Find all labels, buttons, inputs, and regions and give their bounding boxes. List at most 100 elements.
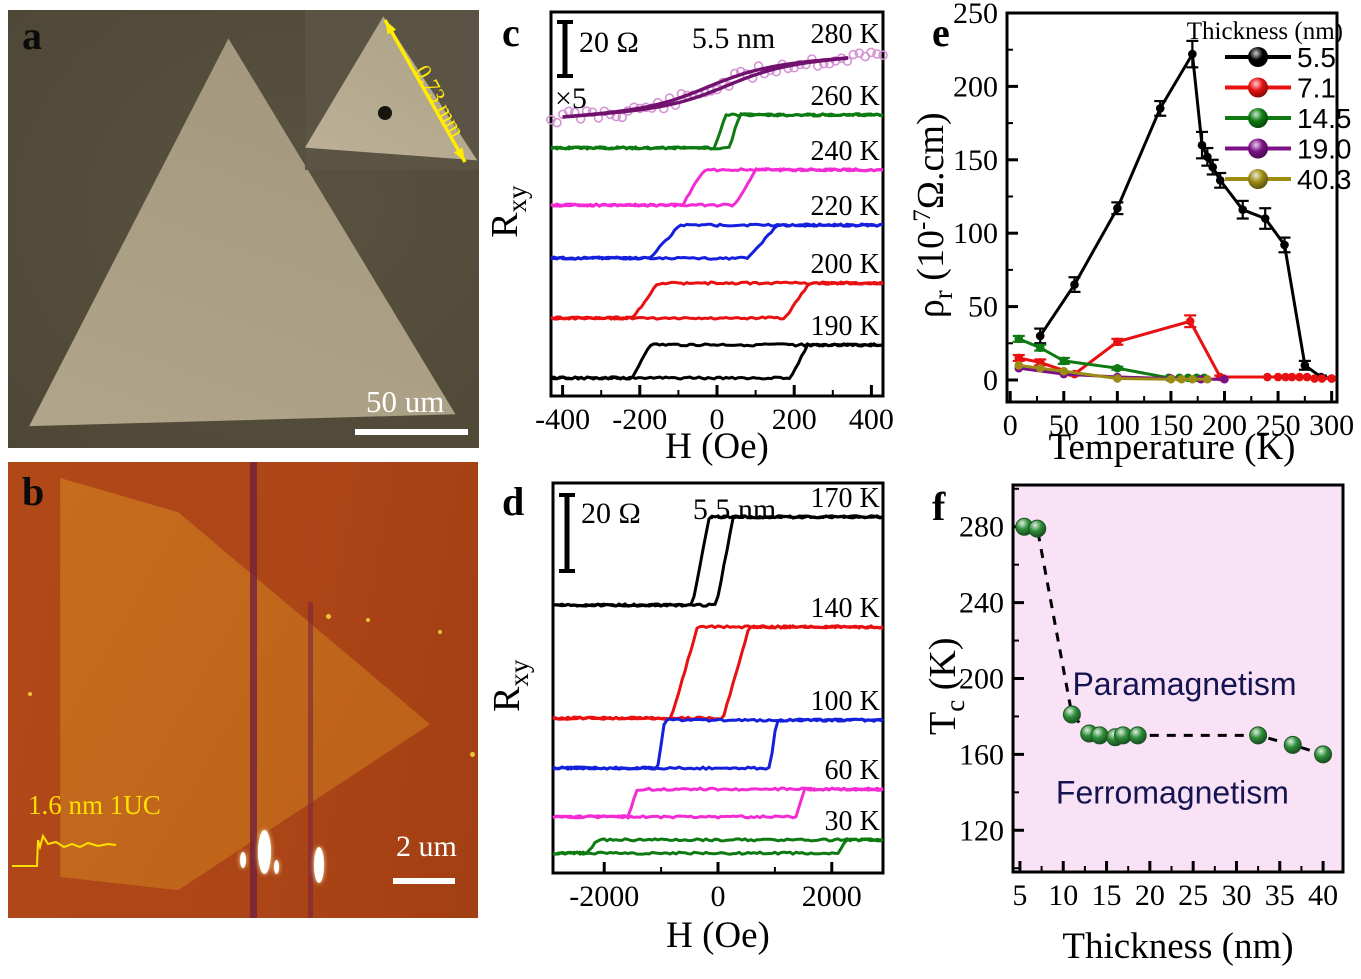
scan-streak bbox=[250, 462, 257, 918]
scan-streak bbox=[308, 602, 313, 918]
svg-text:140 K: 140 K bbox=[810, 593, 879, 624]
small-particle bbox=[28, 692, 32, 696]
tc-data-point bbox=[1283, 735, 1302, 754]
svg-text:5: 5 bbox=[1012, 879, 1027, 912]
plot-frame bbox=[551, 481, 885, 875]
small-particle bbox=[326, 614, 331, 619]
svg-text:0: 0 bbox=[983, 364, 998, 397]
svg-text:200 K: 200 K bbox=[810, 249, 879, 280]
svg-text:H (Oe): H (Oe) bbox=[666, 915, 770, 956]
svg-text:30 K: 30 K bbox=[824, 806, 879, 837]
svg-text:300: 300 bbox=[1309, 409, 1354, 442]
svg-text:50: 50 bbox=[1049, 409, 1079, 442]
svg-text:100: 100 bbox=[1095, 409, 1140, 442]
svg-text:250: 250 bbox=[1256, 409, 1301, 442]
bright-particle bbox=[240, 852, 246, 868]
svg-text:0: 0 bbox=[711, 880, 726, 913]
scale-bar-label: 2 um bbox=[396, 830, 457, 863]
svg-text:190 K: 190 K bbox=[810, 311, 879, 342]
scale-bar-label: 50 um bbox=[366, 384, 445, 419]
svg-text:150: 150 bbox=[1148, 409, 1193, 442]
chart-f-tc-vs-thickness: 5 10 15 20 25 30 35 40 120 160 200 240 280 Paramagnet… bbox=[922, 483, 1345, 967]
tc-data-point bbox=[1090, 726, 1109, 745]
svg-text:50: 50 bbox=[968, 291, 998, 324]
svg-text:d: d bbox=[502, 479, 524, 524]
svg-text:120: 120 bbox=[959, 814, 1004, 847]
plot-frame bbox=[1005, 11, 1339, 404]
chart-e-resistivity-vs-temperature: 0 50 100 150 200 250 300050100150200250Thickne… bbox=[910, 0, 1354, 468]
svg-text:10: 10 bbox=[1048, 879, 1078, 912]
svg-text:170 K: 170 K bbox=[810, 483, 879, 514]
height-profile-line bbox=[12, 833, 117, 867]
chart-c-hall-hysteresis-low-field: -400 -200 0 200 400 280 K 260 K 240 K 220 K 200 K… bbox=[490, 10, 894, 467]
panel-b-label: b bbox=[22, 469, 45, 514]
svg-text:14.5: 14.5 bbox=[1297, 103, 1352, 134]
tc-data-point bbox=[1249, 726, 1268, 745]
panel-b-afm-image: 1.6 nm 1UC 2 um b bbox=[8, 462, 478, 918]
svg-text:Thickness (nm): Thickness (nm) bbox=[1187, 18, 1343, 45]
chart-c-curves bbox=[546, 47, 888, 381]
svg-text:25: 25 bbox=[1178, 879, 1208, 912]
small-particle bbox=[438, 630, 442, 634]
svg-text:160: 160 bbox=[959, 738, 1004, 771]
bright-particle bbox=[274, 860, 279, 874]
svg-text:40: 40 bbox=[1308, 879, 1338, 912]
y-axis-label: Rxy bbox=[490, 659, 534, 712]
svg-text:200: 200 bbox=[959, 663, 1004, 696]
svg-text:280: 280 bbox=[959, 511, 1004, 544]
svg-text:Ferromagnetism: Ferromagnetism bbox=[1056, 774, 1289, 810]
y-axis-label: Tc (K) bbox=[922, 638, 970, 735]
svg-text:240: 240 bbox=[959, 587, 1004, 620]
tc-data-point bbox=[1062, 705, 1081, 724]
small-particle bbox=[366, 618, 370, 622]
chart-e-series bbox=[1012, 39, 1336, 384]
svg-text:240 K: 240 K bbox=[810, 136, 879, 167]
svg-text:20 Ω: 20 Ω bbox=[579, 26, 639, 59]
small-particle bbox=[470, 752, 475, 757]
tc-data-point bbox=[1128, 726, 1147, 745]
svg-text:Thickness (nm): Thickness (nm) bbox=[1062, 926, 1293, 967]
svg-text:400: 400 bbox=[849, 403, 894, 436]
panel-a-inset: 0.73 mm bbox=[305, 10, 479, 170]
svg-text:5.5 nm: 5.5 nm bbox=[692, 22, 775, 55]
svg-text:220 K: 220 K bbox=[810, 191, 879, 222]
scale-bar bbox=[355, 429, 468, 435]
svg-text:15: 15 bbox=[1092, 879, 1122, 912]
svg-text:f: f bbox=[932, 484, 946, 529]
svg-text:30: 30 bbox=[1221, 879, 1251, 912]
svg-text:0: 0 bbox=[1003, 409, 1018, 442]
panel-a-label: a bbox=[22, 13, 42, 58]
step-height-annotation: 1.6 nm 1UC bbox=[28, 790, 161, 820]
svg-text:-2000: -2000 bbox=[569, 880, 639, 913]
bright-particle bbox=[314, 847, 324, 883]
svg-text:20: 20 bbox=[1135, 879, 1165, 912]
svg-text:0: 0 bbox=[710, 403, 725, 436]
svg-text:c: c bbox=[502, 10, 520, 55]
y-axis-label: Rxy bbox=[490, 185, 532, 238]
svg-text:40.3: 40.3 bbox=[1297, 164, 1352, 195]
y-axis-label: ρr (10-7Ω.cm) bbox=[910, 112, 958, 318]
legend: Thickness (nm)5.57.114.519.040.3 bbox=[1187, 18, 1352, 195]
svg-text:150: 150 bbox=[953, 144, 998, 177]
svg-text:100 K: 100 K bbox=[810, 686, 879, 717]
tc-data-point bbox=[1314, 745, 1333, 764]
svg-text:280 K: 280 K bbox=[810, 19, 879, 50]
svg-text:7.1: 7.1 bbox=[1297, 73, 1336, 104]
svg-text:260 K: 260 K bbox=[810, 81, 879, 112]
svg-text:200: 200 bbox=[953, 70, 998, 103]
svg-text:250: 250 bbox=[953, 0, 998, 30]
chart-d-curves bbox=[552, 514, 884, 856]
svg-text:×5: ×5 bbox=[555, 82, 587, 115]
svg-text:5.5 nm: 5.5 nm bbox=[693, 493, 776, 526]
svg-text:e: e bbox=[932, 10, 950, 55]
svg-text:100: 100 bbox=[953, 217, 998, 250]
panel-a-optical-image: 0.73 mm 50 um a bbox=[8, 10, 479, 448]
svg-text:5.5: 5.5 bbox=[1297, 42, 1336, 73]
svg-text:19.0: 19.0 bbox=[1297, 134, 1352, 165]
svg-text:200: 200 bbox=[772, 403, 817, 436]
svg-text:-400: -400 bbox=[535, 403, 590, 436]
svg-text:H (Oe): H (Oe) bbox=[665, 426, 769, 467]
svg-text:35: 35 bbox=[1265, 879, 1295, 912]
inset-hole-dot bbox=[378, 106, 392, 120]
